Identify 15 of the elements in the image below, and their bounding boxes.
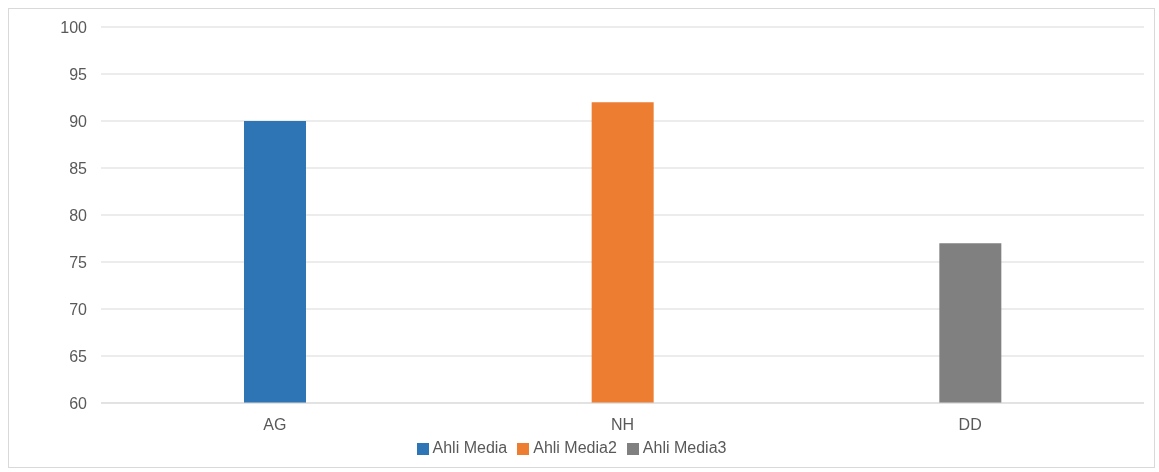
legend-label: Ahli Media3: [642, 439, 727, 456]
y-tick-label: 75: [69, 253, 88, 271]
legend-label: Ahli Media: [432, 439, 508, 456]
x-tick-label: NH: [610, 416, 635, 434]
y-tick-label: 70: [69, 300, 88, 318]
legend-label: Ahli Media2: [533, 439, 617, 456]
x-tick-label: AG: [263, 416, 287, 434]
y-tick-label: 60: [69, 394, 88, 412]
y-tick-label: 80: [69, 206, 88, 224]
x-tick-label: DD: [958, 416, 982, 434]
y-tick-label: 95: [69, 65, 88, 83]
y-tick-label: 65: [69, 347, 88, 365]
y-tick-label: 90: [69, 112, 88, 130]
y-tick-label: 85: [69, 159, 88, 177]
y-tick-label: 100: [60, 18, 88, 36]
